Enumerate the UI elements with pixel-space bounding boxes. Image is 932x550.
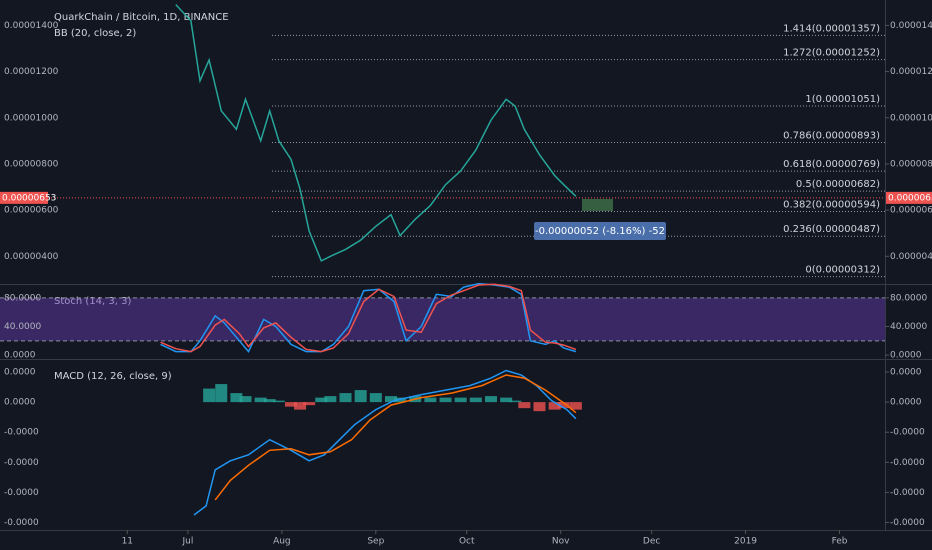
y-tick-label-left: 40.0000 — [4, 322, 41, 332]
price-tag — [0, 191, 48, 204]
y-tick-label: 0.0000 — [890, 368, 922, 378]
x-tick-label: 11 — [122, 537, 133, 547]
macd-histogram-bar — [215, 384, 228, 403]
macd-histogram-bar — [384, 396, 397, 403]
x-tick-label: Dec — [643, 537, 660, 547]
macd-histogram-bar — [454, 397, 467, 403]
y-tick-label: -0.0000 — [890, 458, 925, 468]
macd-histogram-bar — [294, 402, 307, 410]
macd-histogram-bar — [303, 402, 316, 406]
y-tick-label-left: 0.00001400 — [4, 21, 59, 31]
y-tick-label-left: 0.00000400 — [4, 252, 59, 262]
macd-histogram-bar — [284, 402, 297, 407]
y-tick-label: -0.0000 — [890, 428, 925, 438]
y-tick-label: 0.00000400 — [890, 252, 932, 262]
price-tag — [886, 191, 932, 204]
fib-label: 0.382(0.00000594) — [783, 199, 880, 210]
measure-box — [534, 222, 666, 240]
y-tick-label: 0.00000800 — [890, 159, 932, 169]
indicator-title: BB (20, close, 2) — [54, 28, 136, 39]
macd-histogram-bar — [484, 396, 497, 403]
macd-histogram-bar — [533, 402, 546, 412]
macd-histogram-bar — [324, 396, 337, 403]
macd-histogram-bar — [239, 396, 252, 403]
macd-histogram-bar — [509, 400, 522, 403]
y-tick-label-left: 0.0000 — [4, 398, 36, 408]
y-tick-label: 0.00001000 — [890, 113, 932, 123]
fib-label: 0.618(0.00000769) — [783, 159, 880, 170]
macd-histogram-bar — [439, 397, 452, 403]
y-tick-label-left: 80.0000 — [4, 293, 41, 303]
macd-histogram-bar — [254, 397, 267, 403]
y-tick-label-left: 0.0000 — [4, 351, 36, 361]
stoch-title: Stoch (14, 3, 3) — [54, 296, 131, 307]
measure-label: -0.00000052 (-8.16%) -52 — [535, 226, 665, 237]
macd-histogram-bar — [230, 393, 243, 403]
series-line — [175, 4, 577, 262]
fib-label: 0.786(0.00000893) — [783, 130, 880, 141]
x-tick-label: Sep — [367, 537, 384, 547]
y-tick-label: 0.0000 — [890, 398, 922, 408]
price-tag-label: 0.00000653 — [888, 193, 932, 203]
y-tick-label: 0.00001200 — [890, 67, 932, 77]
macd-histogram-bar — [369, 393, 382, 403]
stoch-band — [0, 297, 885, 341]
macd-histogram-bar — [569, 402, 582, 410]
x-tick-label: 2019 — [734, 537, 757, 547]
y-tick-label: 80.0000 — [890, 293, 927, 303]
y-tick-label: -0.0000 — [890, 518, 925, 528]
series-line — [160, 283, 577, 353]
fib-label: 1(0.00001051) — [805, 94, 880, 105]
y-tick-label: -0.0000 — [890, 488, 925, 498]
fib-label: 0(0.00000312) — [805, 265, 880, 276]
fib-label: 0.236(0.00000487) — [783, 224, 880, 235]
y-tick-label-left: 0.0000 — [4, 368, 36, 378]
x-tick-label: Jul — [181, 537, 193, 547]
y-tick-label-left: 0.00001000 — [4, 113, 59, 123]
macd-histogram-bar — [518, 402, 531, 409]
x-tick-label: Oct — [459, 537, 475, 547]
y-tick-label: 0.0000 — [890, 351, 922, 361]
price-tag-label: 0.00000653 — [2, 193, 56, 203]
macd-title: MACD (12, 26, close, 9) — [54, 371, 172, 382]
macd-histogram-bar — [272, 400, 285, 403]
y-tick-label: 0.00001400 — [890, 21, 932, 31]
x-tick-label: Aug — [273, 537, 291, 547]
macd-histogram-bar — [203, 388, 216, 403]
y-tick-label-left: 0.00001200 — [4, 67, 59, 77]
macd-histogram-bar — [354, 390, 367, 403]
y-tick-label-left: -0.0000 — [4, 458, 39, 468]
macd-histogram-bar — [548, 402, 561, 410]
fib-label: 0.5(0.00000682) — [796, 179, 880, 190]
chart-title: QuarkChain / Bitcoin, 1D, BINANCE — [54, 12, 229, 23]
macd-histogram-bar — [315, 397, 328, 403]
fib-label: 1.272(0.00001252) — [783, 48, 880, 59]
y-tick-label-left: 0.00000600 — [4, 206, 59, 216]
y-tick-label: 40.0000 — [890, 322, 927, 332]
macd-histogram-bar — [557, 402, 570, 409]
x-tick-label: Nov — [552, 537, 570, 547]
series-line — [214, 374, 577, 501]
y-tick-label-left: -0.0000 — [4, 428, 39, 438]
y-tick-label-left: 0.00000800 — [4, 159, 59, 169]
macd-histogram-bar — [500, 397, 513, 403]
macd-histogram-bar — [339, 393, 352, 403]
macd-histogram-bar — [263, 399, 276, 403]
series-line — [160, 282, 577, 353]
macd-histogram-bar — [469, 397, 482, 403]
macd-histogram-bar — [424, 397, 437, 403]
x-tick-label: Feb — [832, 537, 848, 547]
fib-label: 1.414(0.00001357) — [783, 23, 880, 34]
y-tick-label-left: -0.0000 — [4, 488, 39, 498]
y-tick-label-left: -0.0000 — [4, 518, 39, 528]
y-tick-label: 0.00000600 — [890, 206, 932, 216]
target-zone — [582, 199, 613, 211]
